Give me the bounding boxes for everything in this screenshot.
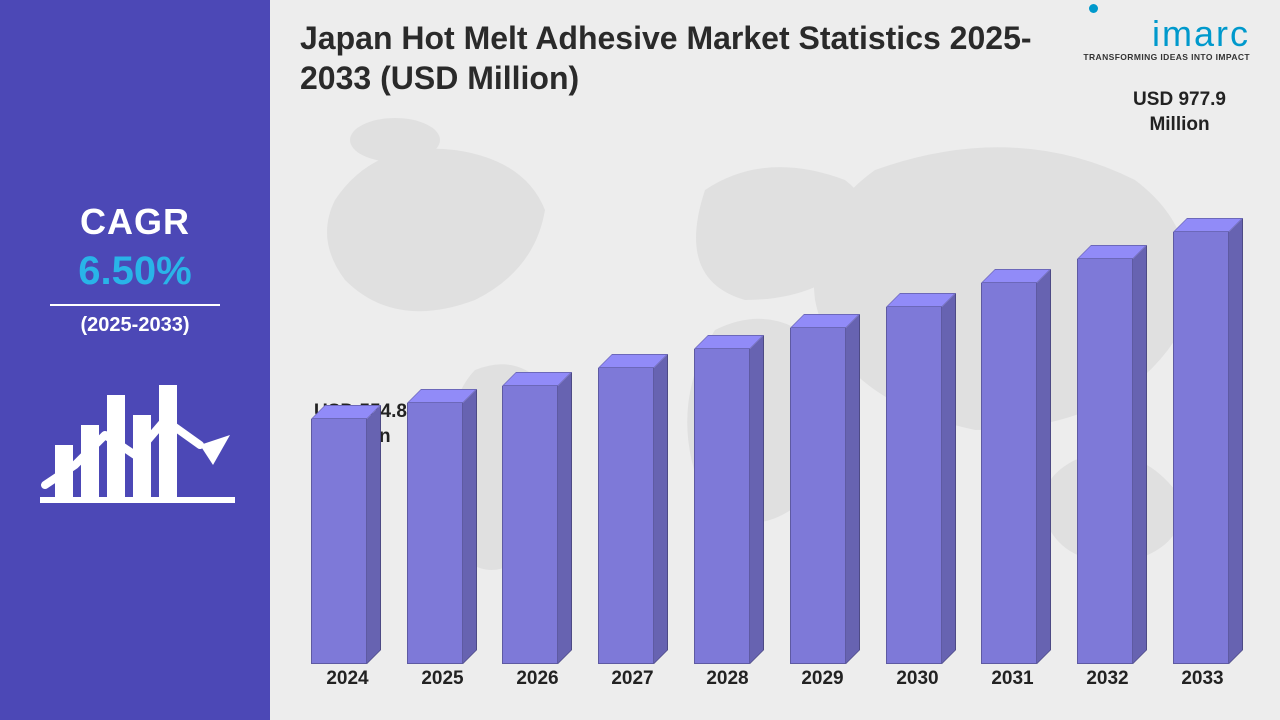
x-axis-label: 2030 [885, 668, 951, 698]
cagr-period: (2025-2033) [81, 314, 190, 337]
growth-chart-icon [35, 365, 235, 520]
bar [598, 368, 664, 664]
x-axis-label: 2029 [790, 668, 856, 698]
chart-title: Japan Hot Melt Adhesive Market Statistic… [300, 18, 1060, 98]
x-axis-label: 2032 [1075, 668, 1141, 698]
x-axis-label: 2024 [315, 668, 381, 698]
x-axis-label: 2031 [980, 668, 1046, 698]
x-axis-label: 2028 [695, 668, 761, 698]
bars-container [300, 184, 1250, 664]
bar-chart: USD 554.8 Million USD 977.9 Million 2024… [300, 100, 1250, 698]
bar [1173, 232, 1239, 664]
bar [694, 349, 760, 664]
bar [886, 307, 952, 664]
page-root: CAGR 6.50% (2025-2033) [0, 0, 1280, 720]
x-axis-label: 2025 [410, 668, 476, 698]
cagr-value: 6.50% [78, 249, 191, 294]
header-row: Japan Hot Melt Adhesive Market Statistic… [300, 18, 1250, 98]
bar [502, 386, 568, 664]
main-panel: Japan Hot Melt Adhesive Market Statistic… [270, 0, 1280, 720]
bar [311, 419, 377, 664]
x-axis: 2024 2025 2026 2027 2028 2029 2030 2031 2032 2033 [300, 668, 1250, 698]
bar [981, 283, 1047, 664]
cagr-label: CAGR [80, 201, 190, 243]
end-value-callout: USD 977.9 Million [1133, 88, 1226, 137]
logo-text: imarc [1083, 18, 1250, 50]
divider [50, 304, 220, 306]
bar [1077, 259, 1143, 664]
callout-line: USD 977.9 [1133, 88, 1226, 113]
x-axis-label: 2026 [505, 668, 571, 698]
bar [407, 403, 473, 664]
callout-line: Million [1133, 113, 1226, 138]
stats-sidebar: CAGR 6.50% (2025-2033) [0, 0, 270, 720]
x-axis-label: 2033 [1170, 668, 1236, 698]
x-axis-label: 2027 [600, 668, 666, 698]
bar [790, 328, 856, 664]
brand-logo: imarc TRANSFORMING IDEAS INTO IMPACT [1083, 18, 1250, 62]
